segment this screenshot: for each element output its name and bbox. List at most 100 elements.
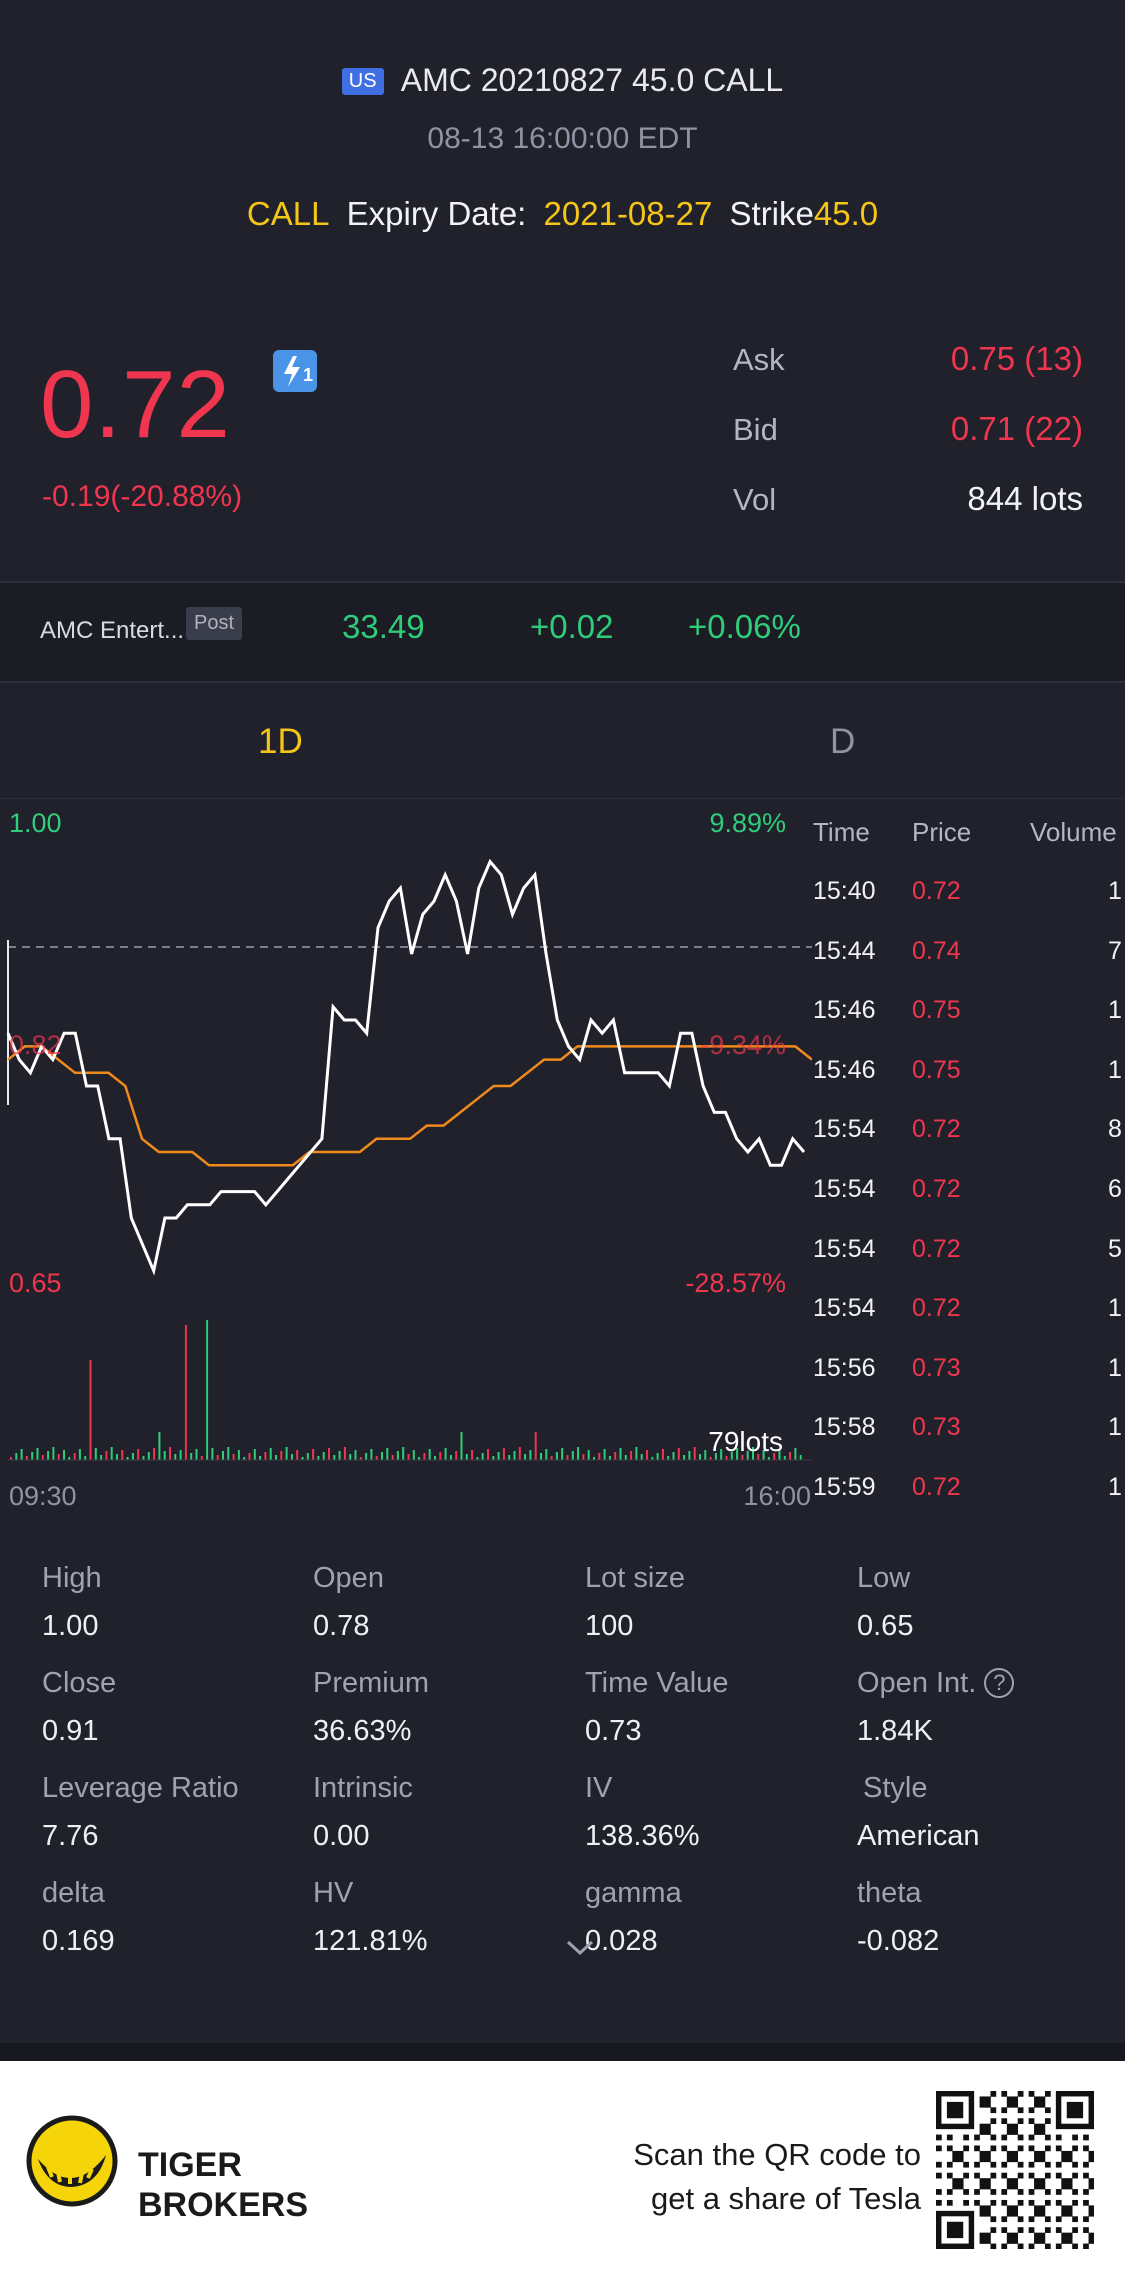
volume-bar <box>651 1457 654 1460</box>
underlying-strip[interactable]: AMC Entert... Post 33.49 +0.02 +0.06% <box>0 581 1125 683</box>
volume-bar <box>131 1453 134 1460</box>
volume-bar <box>142 1456 145 1460</box>
stat-label: Open Int.? <box>857 1667 1015 1700</box>
trade-time: 15:40 <box>813 877 876 905</box>
stat-value: 1.84K <box>857 1715 933 1747</box>
stat-value: 0.028 <box>585 1925 658 1957</box>
volume-bar <box>423 1453 426 1460</box>
pct-max-label: 9.89% <box>709 808 786 838</box>
volume-bar <box>518 1447 521 1460</box>
tab-daily[interactable]: D <box>830 722 856 761</box>
trade-time: 15:54 <box>813 1234 876 1263</box>
volume-bar <box>455 1451 458 1460</box>
trade-price: 0.75 <box>912 1055 961 1084</box>
trade-price: 0.73 <box>912 1413 961 1442</box>
volume-bar <box>449 1455 452 1460</box>
stat-label: Open <box>313 1562 384 1594</box>
lightning-bolt-icon[interactable]: 1 <box>273 350 317 392</box>
volume-bar <box>126 1457 129 1460</box>
trade-price: 0.72 <box>912 1115 961 1144</box>
volume-bar <box>174 1454 177 1460</box>
volume-bar <box>460 1432 463 1460</box>
volume-bar <box>63 1450 65 1460</box>
volume-bar <box>434 1456 436 1460</box>
stat-label: Lot size <box>585 1562 685 1594</box>
trade-price: 0.72 <box>912 1234 961 1263</box>
volume-bar <box>704 1450 707 1460</box>
volume-bar <box>736 1448 739 1460</box>
volume-bar <box>206 1320 209 1460</box>
volume-bar <box>349 1454 352 1460</box>
volume-bar <box>211 1448 214 1460</box>
stat-value: 0.65 <box>857 1610 914 1642</box>
volume-bar <box>672 1452 675 1460</box>
bolt-badge: 1 <box>302 365 313 385</box>
volume-bar <box>540 1453 542 1460</box>
brand-line-2: BROKERS <box>138 2186 309 2224</box>
volume-bar <box>699 1454 701 1460</box>
volume-bar <box>577 1447 580 1460</box>
volume-bar <box>789 1452 792 1460</box>
strike-value: 45.0 <box>813 195 879 232</box>
stat-label: Intrinsic <box>313 1772 413 1804</box>
underlying-change-pct: +0.06% <box>688 608 801 645</box>
volume-bar <box>683 1455 686 1460</box>
qr-code-icon[interactable] <box>936 2091 1094 2249</box>
help-icon[interactable]: ? <box>984 1668 1015 1698</box>
volume-bar <box>555 1452 558 1460</box>
price-change: -0.19(-20.88%) <box>42 480 243 513</box>
volume-bar <box>31 1452 34 1460</box>
expiry-label: Expiry Date: <box>346 195 527 232</box>
volume-bar <box>200 1456 203 1460</box>
volume-bar <box>492 1456 495 1460</box>
volume-bar <box>259 1456 262 1460</box>
trade-time: 15:44 <box>813 936 876 965</box>
scan-promo-text: Scan the QR code to get a share of Tesla <box>633 2133 921 2221</box>
divider <box>0 798 1125 799</box>
start-time-label: 09:30 <box>9 1481 77 1511</box>
volume-bar <box>25 1456 28 1460</box>
tiger-logo-icon <box>26 2115 118 2207</box>
trade-time: 15:54 <box>813 1115 876 1144</box>
chevron-down-icon[interactable] <box>562 1935 598 1964</box>
volume-bar <box>667 1456 670 1460</box>
volume-bar <box>169 1447 171 1460</box>
trade-volume: 1 <box>1108 1413 1122 1442</box>
stat-value: American <box>857 1820 980 1852</box>
volume-bar <box>402 1447 405 1460</box>
trade-price: 0.75 <box>912 996 961 1025</box>
stat-label: Close <box>42 1667 117 1699</box>
trade-price: 0.74 <box>912 936 961 965</box>
trade-time: 15:46 <box>813 1055 876 1084</box>
volume-bar <box>312 1449 315 1460</box>
stat-label: theta <box>857 1877 922 1909</box>
volume-bar <box>561 1448 564 1460</box>
volume-bar <box>301 1457 304 1460</box>
volume-bar <box>216 1455 219 1460</box>
volume-bar <box>614 1452 617 1460</box>
volume-bar <box>587 1450 590 1460</box>
volume-bar <box>767 1457 770 1460</box>
volume-bar <box>746 1451 749 1460</box>
volume-bar <box>603 1449 606 1460</box>
volume-bar <box>243 1457 246 1460</box>
volume-bar <box>89 1360 92 1460</box>
bid-value: 0.71 (22) <box>950 410 1083 447</box>
trade-volume: 1 <box>1108 996 1122 1025</box>
volume-bar <box>57 1454 60 1460</box>
intraday-chart[interactable]: 1.00 9.89% 0.82 -9.34% 0.65 -28.57% 79lo… <box>0 800 812 1520</box>
volume-bar <box>306 1453 309 1460</box>
volume-bar <box>285 1447 288 1460</box>
trade-volume: 7 <box>1108 936 1122 965</box>
volume-bar <box>720 1449 723 1460</box>
tab-1d[interactable]: 1D <box>258 722 303 761</box>
trade-price: 0.73 <box>912 1353 961 1382</box>
trade-volume: 5 <box>1108 1234 1122 1263</box>
promo-footer: TIGER BROKERS Scan the QR code to get a … <box>0 2061 1125 2279</box>
volume-bar <box>608 1456 611 1460</box>
stat-label: High <box>42 1562 102 1594</box>
volume-bar <box>508 1455 511 1460</box>
y-max-label: 1.00 <box>9 808 62 838</box>
volume-bar <box>757 1454 760 1460</box>
volume-bar <box>571 1451 574 1460</box>
